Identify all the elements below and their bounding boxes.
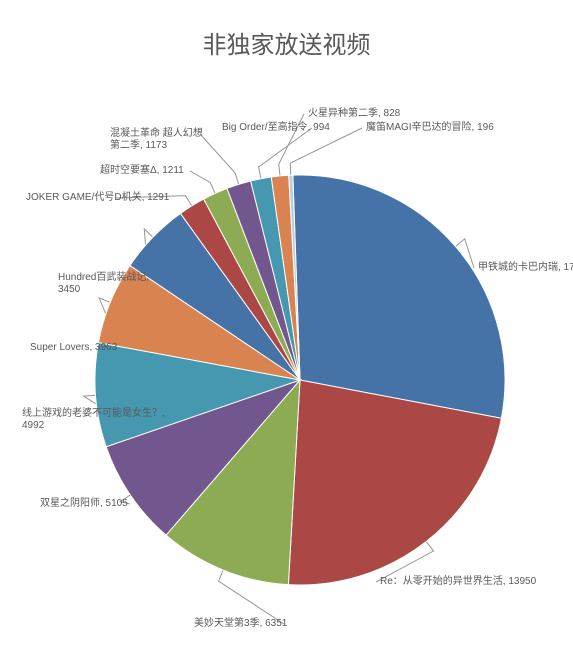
pie-slice-label: Big Order/至高指令, 994	[222, 122, 330, 134]
pie-chart-svg	[0, 0, 573, 662]
pie-chart-container: 非独家放送视频 甲铁城的卡巴内瑞, 17380 Re：从零开始的异世界生活, 13…	[0, 0, 573, 662]
pie-slice-label: 美妙天堂第3季, 6351	[194, 618, 287, 630]
pie-slice-label: 超时空要塞Δ, 1211	[100, 165, 184, 177]
pie-slice-label: Hundred百武装战记, 3450	[58, 272, 149, 296]
leader-line	[200, 134, 239, 184]
leader-line	[259, 128, 312, 179]
pie-slice-label: Super Lovers, 3963	[30, 342, 117, 354]
pie-slice-label: 魔笛MAGI辛巴达的冒险, 196	[366, 122, 494, 134]
pie-slice-label: 双星之阴阳师, 5105	[40, 498, 128, 510]
leader-line	[190, 171, 215, 193]
pie-slice-label: JOKER GAME/代号D机关, 1291	[26, 192, 169, 204]
pie-slice-label: 甲铁城的卡巴内瑞, 17380	[478, 262, 573, 274]
pie-slice-label: 火星异种第二季, 828	[308, 108, 400, 120]
pie-slice-label: Re：从零开始的异世界生活, 13950	[380, 576, 536, 588]
pie-slice-label: 线上游戏的老婆不可能是女生？, 4992	[22, 408, 165, 432]
chart-title: 非独家放送视频	[0, 25, 573, 60]
leader-line	[290, 128, 362, 175]
pie-slice	[293, 175, 505, 418]
pie-slice-label: 混凝土革命 超人幻想 第二季, 1173	[110, 128, 203, 152]
